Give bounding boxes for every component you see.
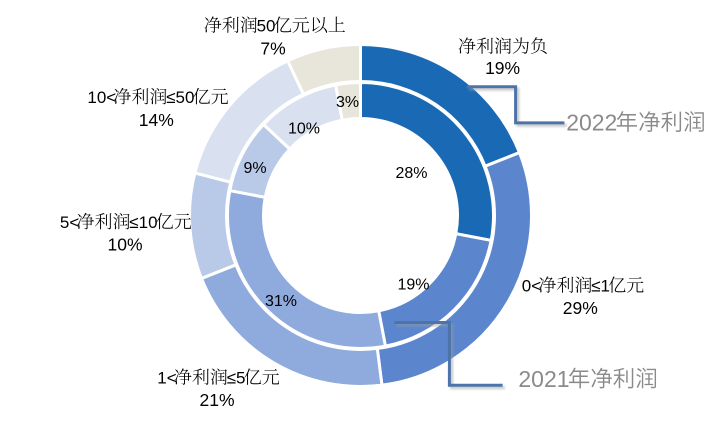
svg-text:50: 50 — [257, 17, 276, 36]
svg-text:10%: 10% — [107, 234, 142, 254]
svg-text:5<: 5< — [60, 213, 79, 232]
svg-text:31%: 31% — [265, 293, 297, 310]
svg-text:2021: 2021 — [518, 366, 569, 392]
svg-text:7%: 7% — [260, 38, 285, 58]
svg-text:≤10: ≤10 — [129, 213, 157, 232]
svg-text:1<: 1< — [157, 369, 176, 388]
svg-text:2022: 2022 — [566, 110, 617, 136]
svg-text:9%: 9% — [243, 160, 266, 177]
svg-text:≤50: ≤50 — [166, 88, 194, 107]
svg-text:29%: 29% — [563, 298, 598, 318]
svg-text:10<: 10< — [87, 88, 116, 107]
svg-text:14%: 14% — [139, 110, 174, 130]
svg-text:≤1: ≤1 — [591, 277, 610, 296]
svg-text:10%: 10% — [288, 120, 320, 137]
svg-text:28%: 28% — [395, 165, 427, 182]
svg-text:21%: 21% — [199, 390, 234, 410]
svg-text:19%: 19% — [397, 276, 429, 293]
svg-text:0<: 0< — [522, 277, 541, 296]
svg-text:3%: 3% — [336, 94, 359, 111]
svg-text:19%: 19% — [485, 58, 520, 78]
svg-text:≤5: ≤5 — [227, 369, 246, 388]
